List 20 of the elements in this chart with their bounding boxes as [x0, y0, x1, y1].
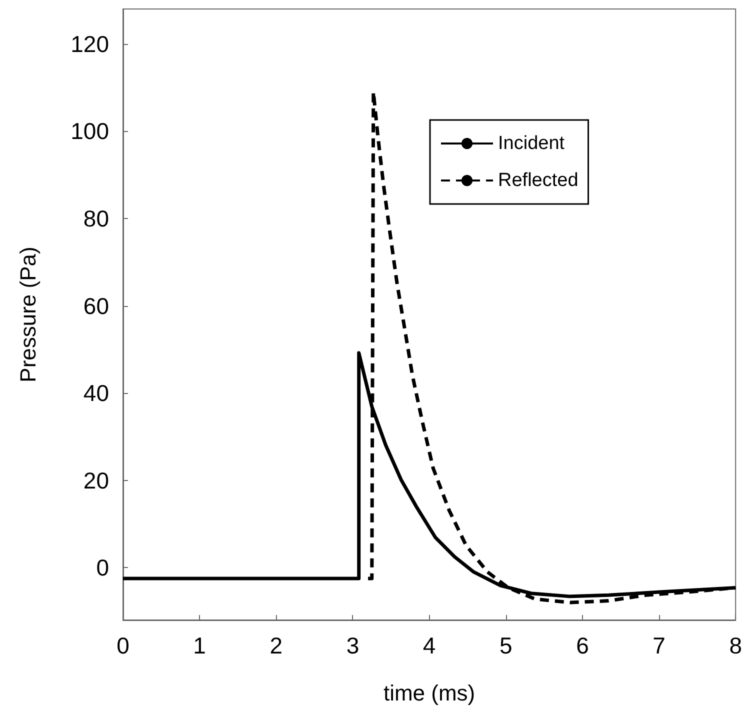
y-tick-label: 60 — [83, 292, 109, 319]
y-tick-label: 20 — [83, 467, 109, 494]
legend-label: Incident — [498, 133, 566, 154]
x-tick-label: 7 — [652, 632, 666, 658]
y-tick-label: 40 — [83, 380, 109, 406]
legend-label: Reflected — [498, 170, 578, 191]
x-tick-label: 1 — [193, 632, 206, 658]
y-tick-label: 0 — [96, 554, 109, 581]
y-tick-label: 100 — [70, 118, 109, 144]
y-tick-label: 120 — [70, 30, 109, 57]
x-tick-label: 5 — [499, 632, 512, 658]
x-tick-label: 3 — [346, 632, 360, 658]
y-axis-title: Pressure (Pa) — [16, 246, 40, 382]
x-tick-label: 8 — [729, 632, 742, 658]
x-tick-label: 2 — [270, 632, 283, 658]
y-tick-label: 80 — [83, 205, 109, 232]
x-axis-title: time (ms) — [383, 680, 476, 706]
x-tick-label: 4 — [422, 632, 436, 658]
x-tick-label: 6 — [576, 632, 589, 658]
x-tick-label: 0 — [116, 632, 130, 658]
